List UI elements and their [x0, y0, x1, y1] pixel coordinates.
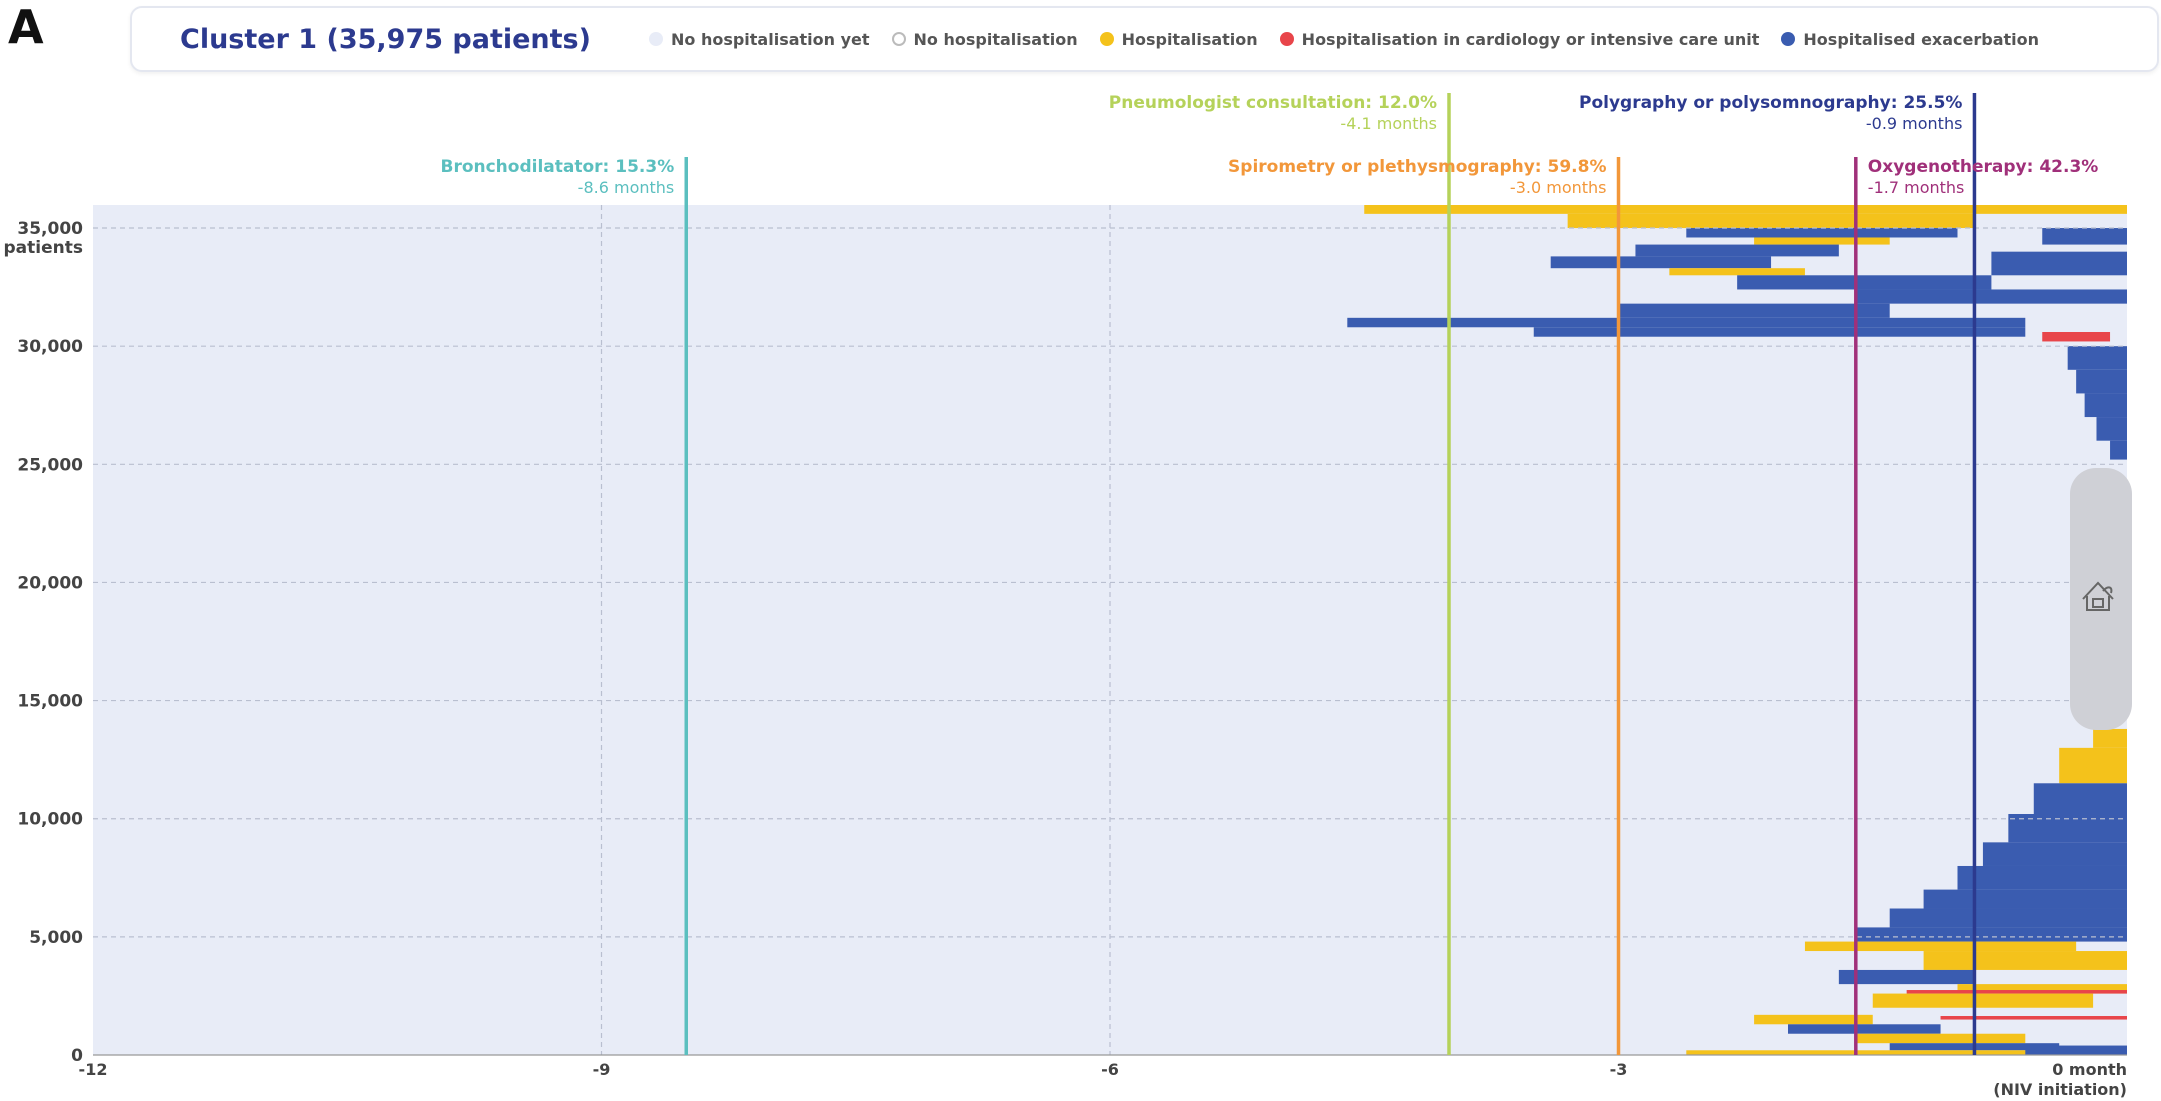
event-bar-hosp-exac — [1737, 275, 1992, 290]
y-tick-label: 30,000 — [17, 337, 83, 357]
event-bar-hosp-icu — [2042, 331, 2111, 342]
legend-item-hospitalisation[interactable]: Hospitalisation — [1099, 29, 1258, 49]
markers-layer: Bronchodilatator: 15.3%-8.6 months Pneumo… — [440, 93, 2098, 1055]
event-bar-hosp-exac — [1982, 842, 2127, 866]
event-bar-hosp — [1855, 1033, 2026, 1044]
event-bar-hosp — [1567, 213, 1975, 229]
marker-title-polygraphy: Polygraphy or polysomnography: 25.5% — [1579, 93, 1962, 113]
y-tick-label: 15,000 — [17, 692, 83, 712]
event-bar-hosp-exac — [2025, 1045, 2127, 1055]
marker-subtitle-oxygenotherapy: -1.7 months — [1868, 178, 1965, 197]
x-tick-label: -3 — [1610, 1060, 1628, 1079]
marker-subtitle-polygraphy: -0.9 months — [1866, 114, 1963, 133]
event-bar-hosp — [1804, 941, 2077, 952]
marker-title-spirometry: Spirometry or plethysmography: 59.8% — [1228, 157, 1606, 177]
event-bar-hosp — [1754, 1014, 1873, 1025]
event-bar-hosp — [1754, 237, 1890, 245]
event-bar-hosp-exac — [2076, 369, 2127, 394]
x-tick-label: -9 — [593, 1060, 611, 1079]
event-bar-hosp-exac — [1618, 303, 1890, 318]
legend-item-no-hospitalisation[interactable]: No hospitalisation — [891, 29, 1078, 49]
event-bar-hosp — [1669, 268, 1805, 276]
event-bar-hosp-exac — [1635, 244, 1839, 257]
device-icon-body — [2092, 598, 2104, 608]
event-bar-hosp-icu — [1906, 990, 2127, 994]
event-bar-hosp — [1923, 951, 2127, 970]
event-bar-hosp-exac — [2042, 228, 2127, 245]
y-axis-unit-label: patients — [4, 238, 83, 258]
legend-title: Cluster 1 (35,975 patients) — [180, 23, 591, 55]
event-bar-hosp — [1872, 993, 2094, 1008]
legend-label: Hospitalisation in cardiology or intensi… — [1301, 29, 1760, 49]
event-bar-hosp-exac — [1923, 889, 2127, 909]
x-tick-label: -6 — [1101, 1060, 1119, 1079]
y-tick-label: 5,000 — [29, 928, 83, 948]
event-bar-hosp — [1957, 984, 2127, 994]
marker-subtitle-pneumologist: -4.1 months — [1340, 114, 1437, 133]
legend-item-no-hospitalisation-yet[interactable]: No hospitalisation yet — [648, 29, 870, 49]
legend-item-hospitalised-exacerbation[interactable]: Hospitalised exacerbation — [1781, 30, 2039, 49]
marker-title-bronchodilatator: Bronchodilatator: 15.3% — [440, 157, 674, 177]
event-bar-hosp-exac — [2110, 440, 2127, 460]
marker-subtitle-bronchodilatator: -8.6 months — [578, 178, 675, 197]
legend-dot-hospitalisation-icu — [1279, 32, 1294, 46]
ticks-layer: 0 5,000 10,000 15,000 20,000 25,000 30,000 35,0… — [4, 219, 2127, 1099]
event-bar-hosp — [2093, 728, 2127, 748]
x-tick-label: -12 — [79, 1060, 108, 1079]
marker-title-pneumologist: Pneumologist consultation: 12.0% — [1109, 93, 1437, 113]
legend-dot-hospitalised-exacerbation — [1781, 32, 1796, 46]
panel-letter: A — [8, 0, 44, 54]
x-tick-label: 0 month — [2052, 1060, 2127, 1079]
event-bar-hosp — [1364, 205, 2127, 214]
device-icon-house — [2082, 581, 2114, 611]
legend-box: Cluster 1 (35,975 patients) No hospitali… — [130, 6, 2159, 72]
y-tick-label: 10,000 — [17, 810, 83, 830]
legend-label: Hospitalised exacerbation — [1803, 29, 2040, 49]
event-bar-hosp-exac — [2084, 393, 2127, 418]
event-bar-hosp-exac — [2096, 417, 2127, 441]
event-bar-hosp-icu — [1940, 1016, 2127, 1020]
event-bar-hosp-exac — [2033, 783, 2127, 814]
event-bar-hosp — [2059, 747, 2127, 784]
legend-label: No hospitalisation yet — [670, 29, 870, 49]
marker-title-oxygenotherapy: Oxygenotherapy: 42.3% — [1868, 157, 2099, 177]
event-bar-hosp-exac — [1889, 908, 2127, 928]
device-layer — [2070, 468, 2132, 730]
grid-layer — [93, 205, 2127, 1056]
event-bar-hosp-exac — [1347, 317, 2026, 328]
x-axis-unit-label: (NIV initiation) — [1993, 1080, 2127, 1099]
event-bar-hosp-exac — [2067, 346, 2127, 370]
event-bar-hosp-exac — [1550, 256, 1772, 269]
event-bar-hosp-exac — [1991, 251, 2127, 276]
event-bar-hosp-exac — [1686, 228, 1958, 238]
event-bar-hosp-exac — [1788, 1024, 1941, 1034]
legend-dot-no-hospitalisation-yet — [648, 32, 663, 46]
y-tick-label: 35,000 — [17, 219, 83, 239]
legend-items: No hospitalisation yet No hospitalisatio… — [648, 29, 2061, 49]
marker-subtitle-spirometry: -3.0 months — [1510, 178, 1607, 197]
legend-item-hospitalisation-icu[interactable]: Hospitalisation in cardiology or intensi… — [1279, 29, 1760, 49]
device-icon-hose — [2102, 586, 2113, 594]
event-bar-hosp-exac — [1838, 969, 1975, 985]
y-tick-label: 20,000 — [17, 573, 83, 593]
y-tick-label: 0 — [71, 1046, 83, 1066]
legend-dot-no-hospitalisation — [891, 32, 906, 46]
legend-dot-hospitalisation — [1099, 32, 1114, 46]
event-bar-hosp — [1686, 1050, 2127, 1055]
event-bar-hosp-exac — [1855, 927, 2127, 942]
legend-label: Hospitalisation — [1121, 29, 1258, 49]
event-bar-hosp-exac — [1533, 327, 2026, 337]
legend-label: No hospitalisation — [913, 29, 1078, 49]
y-tick-label: 25,000 — [17, 455, 83, 475]
event-bar-hosp-exac — [1957, 865, 2127, 890]
home-ventilator-icon — [2082, 581, 2114, 611]
event-bar-hosp-exac — [1855, 289, 2127, 304]
events-layer — [1347, 205, 2127, 1055]
